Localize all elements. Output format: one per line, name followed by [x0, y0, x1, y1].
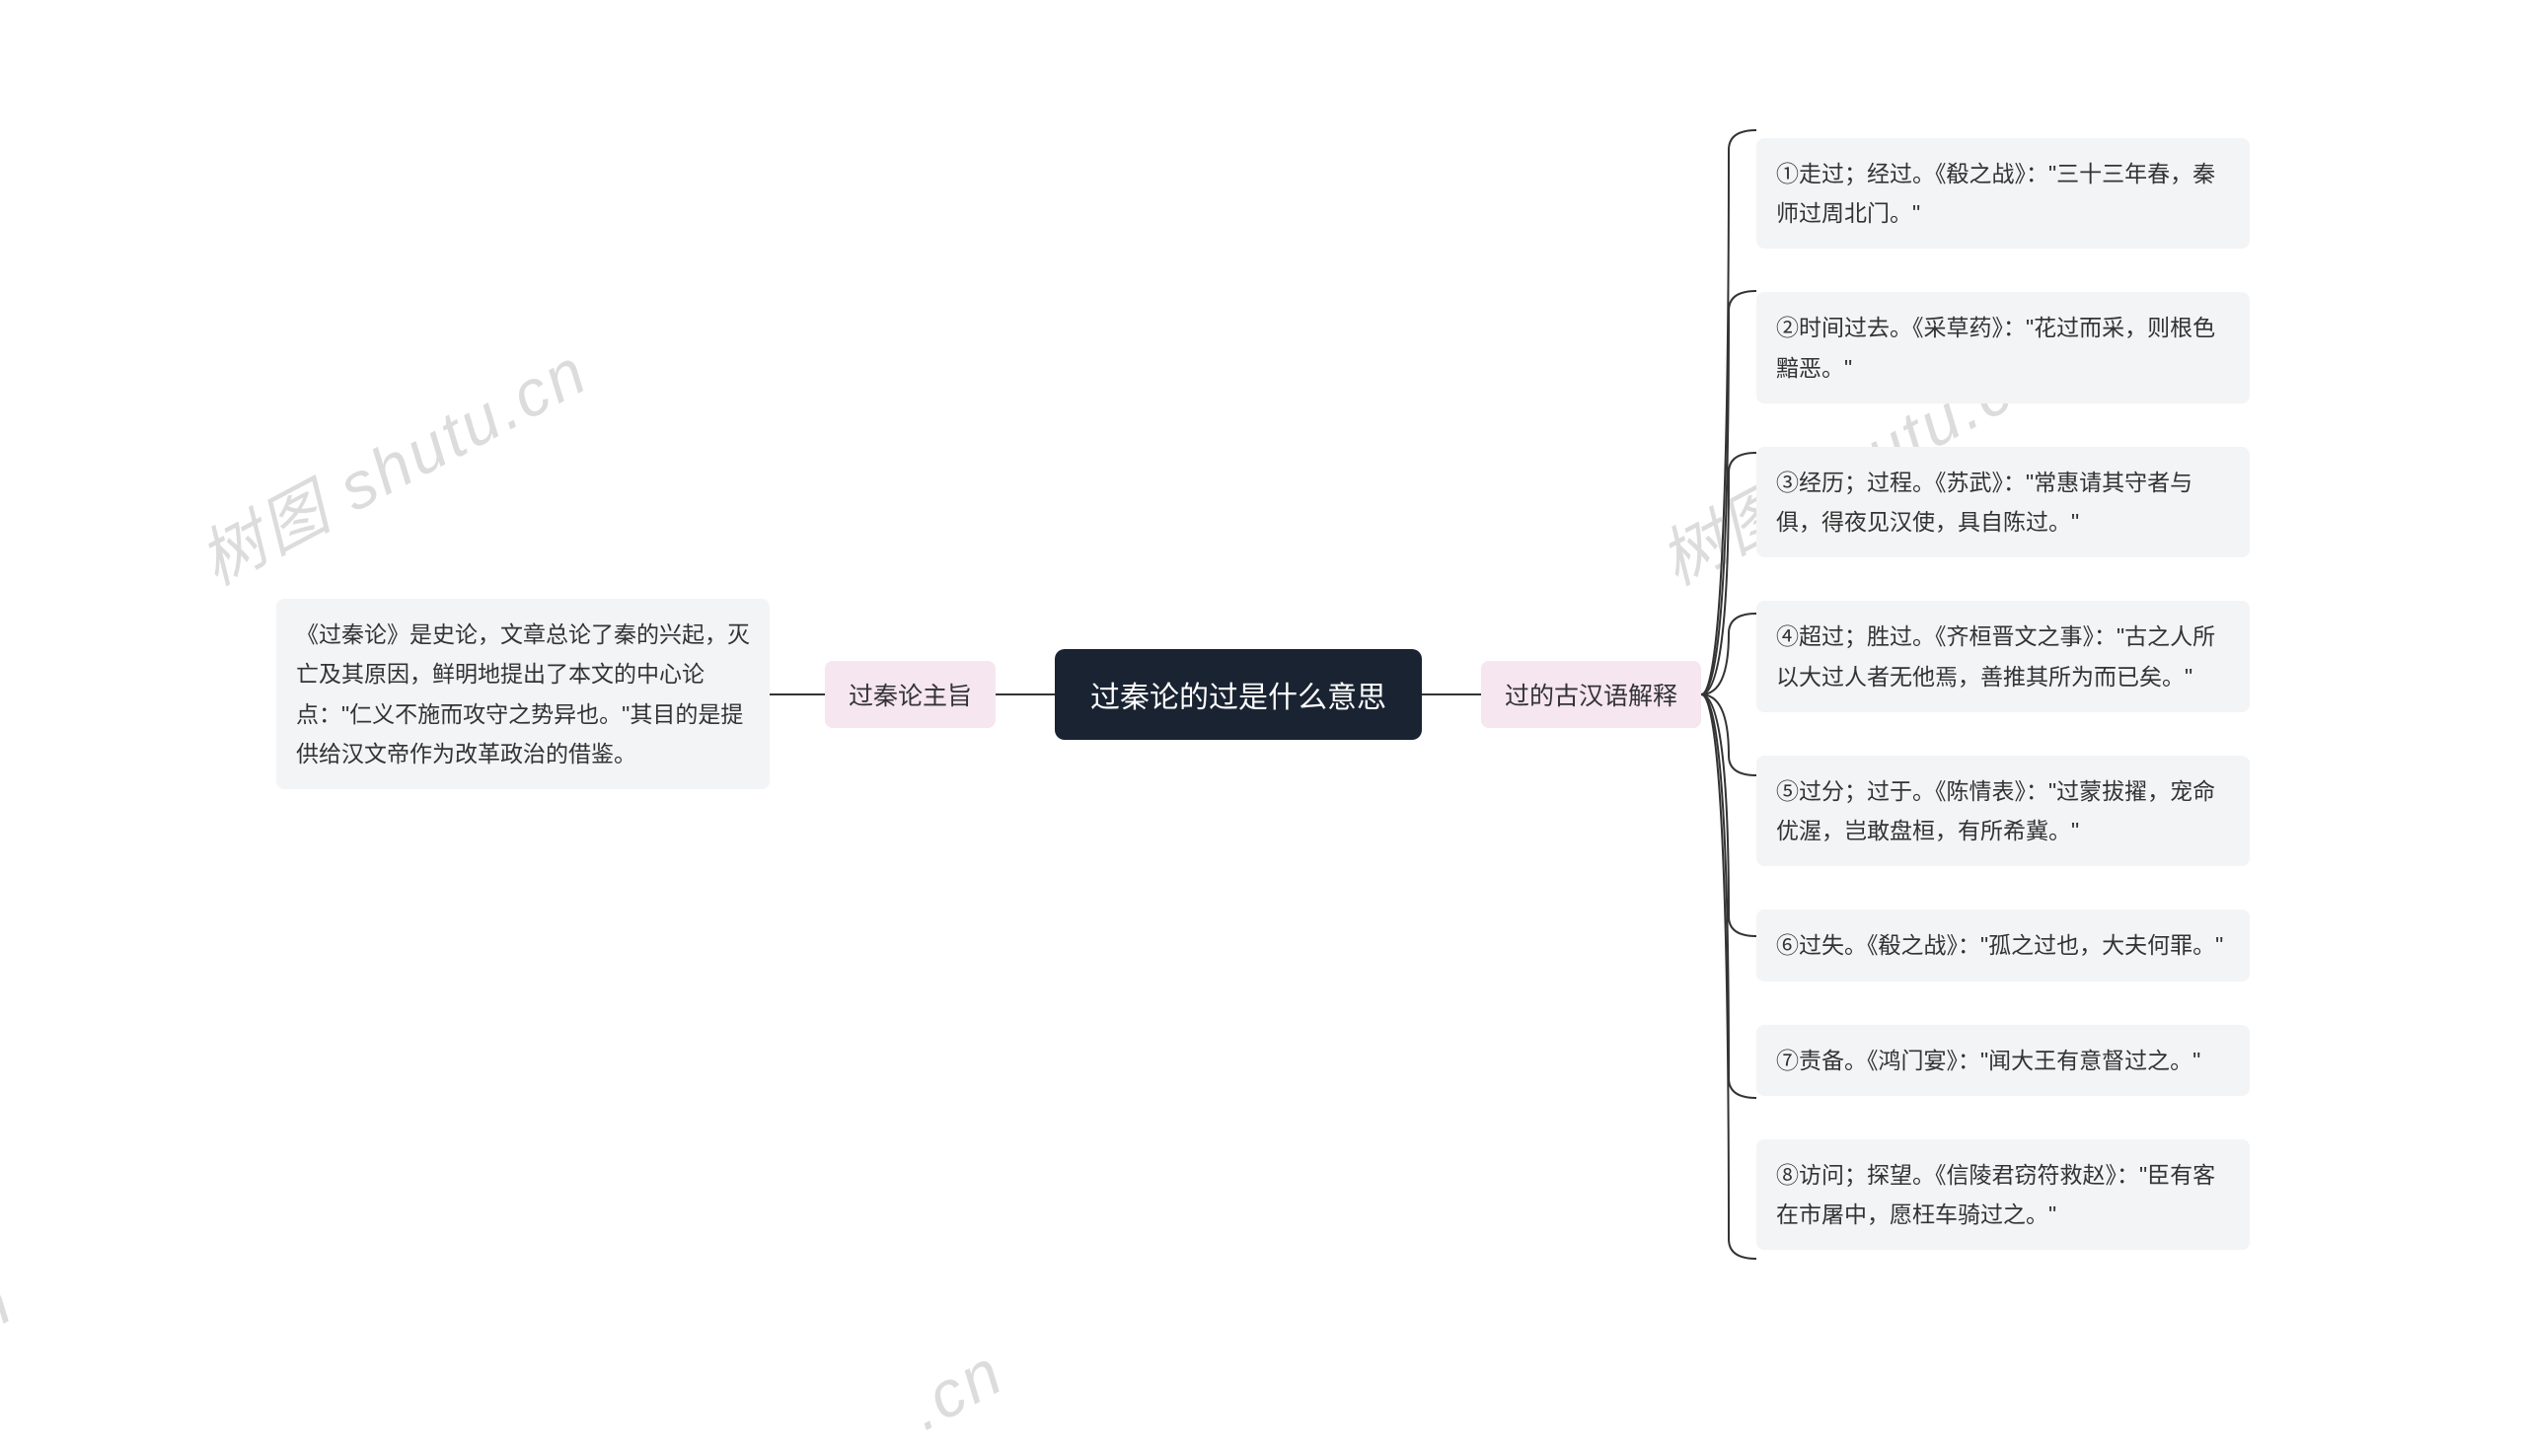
right-leaf-node: ⑦责备。《鸿门宴》："闻大王有意督过之。" [1756, 1025, 2250, 1096]
connector-left-leaf [770, 685, 825, 704]
right-leaf-node: ①走过；经过。《殽之战》："三十三年春，秦师过周北门。" [1756, 138, 2250, 250]
right-branch-label: 过的古汉语解释 [1481, 661, 1701, 728]
connector-left-root [996, 685, 1055, 704]
watermark: shutu.cn [0, 1263, 25, 1456]
right-leaf-node: ④超过；胜过。《齐桓晋文之事》："古之人所以大过人者无他焉，善推其所为而已矣。" [1756, 601, 2250, 712]
mindmap-root-container: 《过秦论》是史论，文章总论了秦的兴起，灭亡及其原因，鲜明地提出了本文的中心论点：… [276, 83, 2250, 1306]
root-node: 过秦论的过是什么意思 [1055, 649, 1422, 740]
mindmap-canvas: 树图 shutu.cn 树图 shutu.cn shutu.cn .cn 《过秦… [0, 0, 2526, 1388]
right-leaf-node: ⑥过失。《殽之战》："孤之过也，大夫何罪。" [1756, 910, 2250, 981]
connector-right-fan [1701, 83, 1756, 1306]
left-leaf-node: 《过秦论》是史论，文章总论了秦的兴起，灭亡及其原因，鲜明地提出了本文的中心论点：… [276, 599, 770, 789]
left-branch-label: 过秦论主旨 [825, 661, 996, 728]
right-leaf-node: ⑧访问；探望。《信陵君窃符救赵》："臣有客在市屠中，愿枉车骑过之。" [1756, 1139, 2250, 1251]
right-leaf-node: ⑤过分；过于。《陈情表》："过蒙拔擢，宠命优渥，岂敢盘桓，有所希冀。" [1756, 756, 2250, 867]
connector-right-root [1422, 685, 1481, 704]
right-leaf-node: ③经历；过程。《苏武》："常惠请其守者与俱，得夜见汉使，具自陈过。" [1756, 447, 2250, 558]
right-leaf-node: ②时间过去。《采草药》："花过而采，则根色黯恶。" [1756, 292, 2250, 403]
watermark: .cn [896, 1334, 1015, 1445]
right-branch: 过的古汉语解释 ①走过；经过。《殽之战》："三十三年春，秦师过周北门。" ②时间… [1422, 83, 2250, 1306]
right-leaves-container: ①走过；经过。《殽之战》："三十三年春，秦师过周北门。" ②时间过去。《采草药》… [1756, 138, 2250, 1251]
left-branch: 《过秦论》是史论，文章总论了秦的兴起，灭亡及其原因，鲜明地提出了本文的中心论点：… [276, 599, 1055, 789]
